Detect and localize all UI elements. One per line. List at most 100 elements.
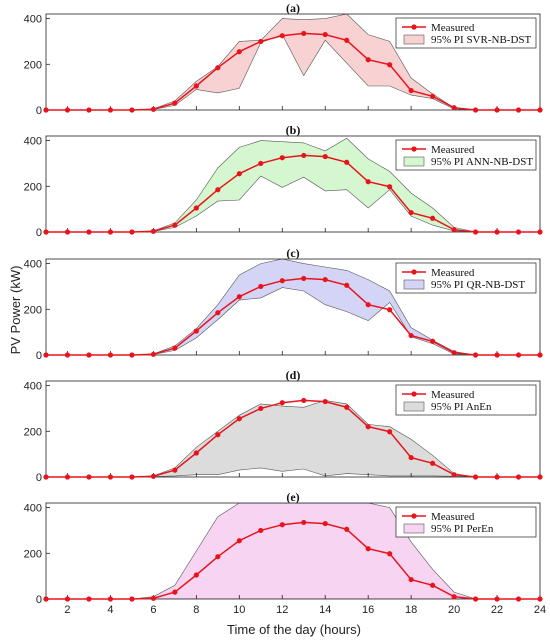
measured-point [215,432,221,438]
prediction-interval-band [46,259,540,355]
measured-point [537,596,543,602]
measured-point [279,522,285,528]
y-tick-label: 0 [36,227,42,239]
y-tick-label: 200 [24,426,42,438]
panel-frame [45,258,541,356]
measured-point [344,37,350,43]
measured-point [258,160,264,167]
x-tick-label: 2 [64,604,70,616]
measured-point [515,107,522,113]
y-tick-label: 0 [36,350,42,362]
measured-point [107,229,114,235]
measured-point [387,551,393,557]
measured-point [494,229,500,235]
measured-point [301,397,307,404]
measured-point [279,155,285,161]
measured-point [64,107,71,113]
panel-title: (e) [286,490,299,504]
measured-point [215,310,221,316]
panel-frame [45,13,541,111]
measured-point [43,596,49,602]
measured-point [494,107,500,113]
measured-point [301,30,307,37]
measured-point [236,416,242,422]
x-tick-label: 14 [319,604,331,616]
measured-point [451,105,457,111]
measured-point [193,572,199,578]
measured-point [537,229,543,235]
measured-point [387,429,393,435]
panel-frame [45,380,541,478]
measured-point [494,474,500,480]
measured-point [322,520,328,527]
y-tick-label: 400 [24,136,42,148]
measured-point [430,338,436,344]
measured-point [258,38,264,45]
measured-point [472,352,479,358]
measured-point [215,65,221,71]
measured-point [451,472,457,478]
legend-measured-marker [411,513,417,519]
y-tick-label: 200 [24,304,42,316]
x-tick-label: 22 [491,604,503,616]
measured-point [129,229,135,235]
legend-band-label: 95% PI AnEn [431,401,492,413]
x-tick-label: 10 [233,604,245,616]
x-tick-label: 12 [276,604,288,616]
measured-point [365,179,371,185]
measured-point [387,184,393,190]
measured-point [365,57,371,63]
legend-band-label: 95% PI ANN-NB-DST [431,156,533,168]
measured-point [193,328,199,334]
measured-point [279,278,285,284]
measured-point [537,107,543,113]
measured-point [43,352,49,358]
y-tick-label: 400 [24,14,42,26]
legend-measured-label: Measured [431,389,475,401]
measured-point [172,467,178,473]
measured-point [279,33,285,39]
measured-point [193,450,199,456]
panel-frame [45,502,541,600]
measured-point [86,596,92,602]
y-tick-label: 0 [36,594,42,606]
y-tick-label: 400 [24,503,42,515]
measured-point [344,404,350,410]
measured-point [258,405,264,412]
measured-point [86,474,92,480]
legend-band-label: 95% PI PerEn [431,523,494,535]
y-tick-label: 400 [24,259,42,271]
measured-point [408,454,414,461]
measured-point [494,596,500,602]
legend-band-swatch [403,34,425,45]
measured-point [150,595,156,601]
measured-point [236,294,242,300]
measured-line [46,277,540,356]
measured-point [301,275,307,282]
measured-point [172,222,178,228]
measured-point [365,424,371,430]
measured-line [46,154,540,233]
y-tick-label: 0 [36,472,42,484]
y-tick-label: 400 [24,381,42,393]
y-tick-label: 200 [24,59,42,71]
measured-point [150,351,156,357]
legend-measured-label: Measured [431,511,475,523]
x-tick-label: 24 [534,604,546,616]
measured-point [430,582,436,588]
x-tick-label: 6 [150,604,156,616]
legend-band-label: 95% PI QR-NB-DST [431,279,525,291]
panel-frame [45,135,541,233]
legend-band-swatch [403,523,425,534]
y-tick-label: 0 [36,105,42,117]
measured-point [107,474,114,480]
measured-point [387,307,393,313]
measured-point [451,227,457,233]
measured-point [515,596,522,602]
measured-point [430,215,436,221]
